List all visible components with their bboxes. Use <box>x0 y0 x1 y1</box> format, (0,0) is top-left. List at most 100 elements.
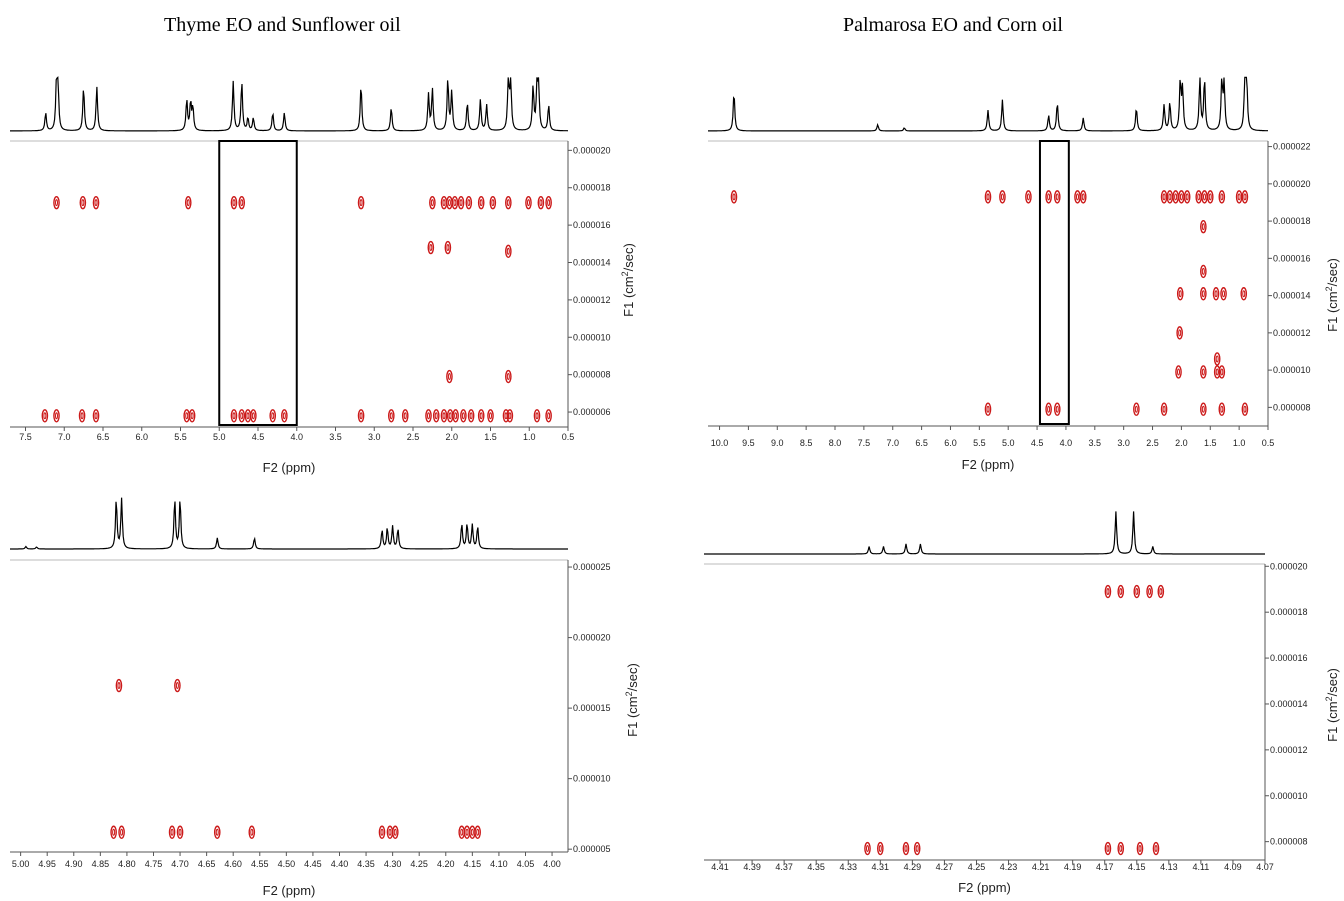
contour-peak-inner <box>117 682 121 690</box>
contour-peak-inner <box>1201 405 1205 413</box>
contour-peak <box>110 825 117 839</box>
contour-peak <box>1045 402 1052 416</box>
contour-peak-inner <box>112 828 116 836</box>
x-tick-label: 1.5 <box>1204 438 1217 448</box>
contour-peak-inner <box>453 199 457 207</box>
contour-peak <box>1133 584 1141 599</box>
spectrum-trace <box>10 497 568 550</box>
x-tick-label: 9.0 <box>771 438 784 448</box>
contour-peak <box>118 825 125 839</box>
contour-peak <box>1146 584 1153 599</box>
contour-peak-inner <box>479 412 483 420</box>
contour-peak-inner <box>547 199 551 207</box>
contour-peak-inner <box>359 412 363 420</box>
contour-peak <box>505 195 512 210</box>
contour-peak-inner <box>1215 355 1219 363</box>
contour-peak <box>391 825 399 839</box>
contour-peak-inner <box>442 412 446 420</box>
y-tick-label: 0.000016 <box>1270 653 1308 663</box>
x-tick-label: 4.45 <box>304 859 322 869</box>
contour-peak <box>440 409 448 423</box>
contour-peak <box>1200 287 1207 301</box>
contour-peak-inner <box>1174 193 1178 201</box>
x-tick-label: 4.09 <box>1224 862 1242 872</box>
contour-peak-inner <box>469 412 473 420</box>
contour-peak-inner <box>1214 290 1218 298</box>
x-tick-label: 4.90 <box>65 859 83 869</box>
spectrum-trace <box>10 76 569 132</box>
contour-peak <box>1117 841 1125 856</box>
contour-peak <box>1241 402 1249 416</box>
x-tick-label: 0.5 <box>1262 438 1275 448</box>
contour-peak-inner <box>506 199 510 207</box>
x-tick-label: 2.0 <box>1175 438 1188 448</box>
contour-peak <box>1176 287 1184 301</box>
contour-peak-inner <box>1215 368 1219 376</box>
contour-peak-inner <box>240 412 244 420</box>
contour-peak <box>545 195 552 210</box>
contour-peak-inner <box>1134 405 1138 413</box>
contour-peak-inner <box>55 199 58 207</box>
y-tick-label: 0.000016 <box>573 220 611 230</box>
contour-peak <box>1079 190 1087 204</box>
contour-peak <box>457 195 465 210</box>
contour-peak <box>1045 190 1052 204</box>
contour-peak <box>446 195 453 210</box>
contour-peak <box>1152 841 1160 856</box>
contour-peak <box>458 825 466 839</box>
contour-peak <box>78 409 86 423</box>
contour-peak <box>1200 402 1207 416</box>
x-tick-label: 2.5 <box>407 432 420 442</box>
contour-peak <box>357 409 365 423</box>
x-tick-label: 4.13 <box>1160 862 1178 872</box>
contour-peak <box>469 825 476 839</box>
contour-peak <box>281 409 288 423</box>
contour-peak <box>183 409 190 423</box>
contour-peak-inner <box>1208 193 1212 201</box>
x-axis-label: F2 (ppm) <box>263 460 316 475</box>
contour-peak-inner <box>1242 290 1246 298</box>
contour-peak-inner <box>506 373 510 381</box>
x-tick-label: 4.60 <box>224 859 242 869</box>
y-axis-label: F1 (cm2/sec) <box>1324 258 1340 332</box>
contour-peak-inner <box>1081 193 1085 201</box>
x-tick-label: 4.0 <box>290 432 303 442</box>
contour-peak <box>877 841 884 856</box>
contour-peak <box>1160 190 1168 204</box>
y-tick-label: 0.000012 <box>1270 745 1308 755</box>
x-tick-label: 1.5 <box>484 432 497 442</box>
x-tick-label: 7.5 <box>19 432 32 442</box>
x-tick-label: 8.5 <box>800 438 813 448</box>
contour-peak <box>1117 584 1125 599</box>
x-tick-label: 4.19 <box>1064 862 1082 872</box>
x-tick-label: 4.5 <box>252 432 265 442</box>
contour-peak <box>1241 190 1249 204</box>
contour-peak <box>427 240 435 255</box>
x-tick-label: 3.5 <box>1089 438 1102 448</box>
y-tick-label: 0.000010 <box>573 332 611 342</box>
chart-title-right: Palmarosa EO and Corn oil <box>843 14 1063 36</box>
contour-peak <box>1200 219 1207 234</box>
contour-peak-inner <box>1162 405 1166 413</box>
contour-peak-inner <box>986 405 990 413</box>
y-tick-label: 0.000020 <box>573 145 611 155</box>
x-tick-label: 4.95 <box>38 859 56 869</box>
contour-peak <box>730 190 738 204</box>
contour-peak <box>1218 190 1226 204</box>
contour-peak <box>213 825 221 839</box>
contour-peak-inner <box>535 412 539 420</box>
contour-peak-inner <box>547 412 551 420</box>
contour-peak <box>1104 584 1112 599</box>
y-tick-label: 0.000020 <box>1273 179 1311 189</box>
contour-peak <box>460 409 467 423</box>
contour-peak-inner <box>1148 588 1152 596</box>
y-tick-label: 0.000005 <box>573 844 611 854</box>
contour-peak-inner <box>120 828 124 836</box>
contour-peak-inner <box>489 412 492 420</box>
contour-peak <box>537 195 545 210</box>
contour-peak <box>1176 326 1183 340</box>
contour-peak-inner <box>459 199 463 207</box>
y-tick-label: 0.000010 <box>1273 365 1311 375</box>
contour-peak-inner <box>251 412 255 420</box>
x-tick-label: 4.40 <box>331 859 349 869</box>
